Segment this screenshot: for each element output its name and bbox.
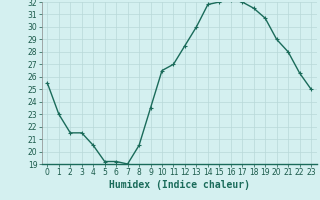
X-axis label: Humidex (Indice chaleur): Humidex (Indice chaleur) [109,180,250,190]
